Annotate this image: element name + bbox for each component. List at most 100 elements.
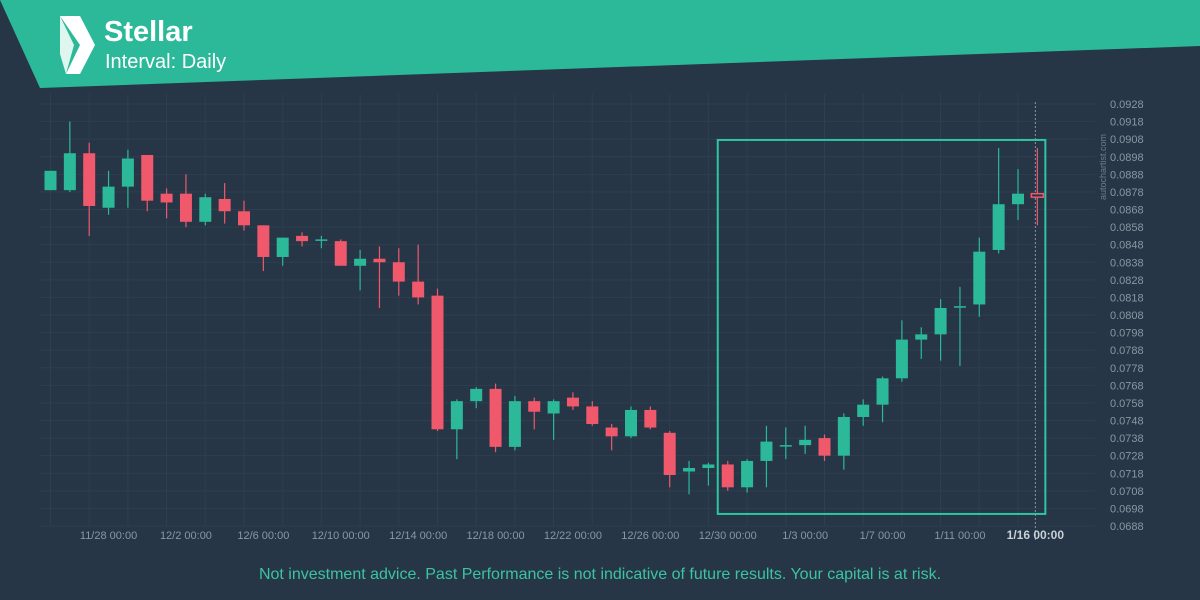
- candle-body: [1012, 193, 1024, 205]
- candle-bullish: [915, 327, 928, 359]
- candle-body: [315, 239, 328, 241]
- x-tick-label: 12/30 00:00: [699, 530, 757, 542]
- candle-bullish: [508, 395, 521, 451]
- candle-bullish: [876, 376, 889, 423]
- candle-bullish: [779, 427, 792, 460]
- candle-bearish: [644, 406, 657, 430]
- candle-bearish: [141, 154, 154, 212]
- candles: [44, 121, 1045, 495]
- candle-bearish: [83, 142, 96, 236]
- candle-bearish: [528, 397, 541, 430]
- candle-bearish: [218, 183, 231, 224]
- x-tick-label: 12/26 00:00: [621, 530, 679, 542]
- candle-body: [915, 334, 928, 340]
- x-tick-label: 12/14 00:00: [389, 530, 447, 542]
- candle-bearish: [373, 246, 386, 308]
- x-tick-label: 12/10 00:00: [312, 530, 370, 542]
- candle-body: [721, 464, 734, 488]
- pattern-layer: [716, 102, 1047, 540]
- candle-body: [779, 445, 792, 447]
- y-tick-label: 0.0688: [1110, 521, 1144, 533]
- y-tick-label: 0.0878: [1110, 187, 1144, 199]
- candle-bullish: [121, 149, 134, 208]
- candle-bullish: [702, 462, 715, 486]
- candle-body: [373, 258, 386, 263]
- y-tick-label: 0.0768: [1110, 380, 1144, 392]
- candle-bearish: [566, 392, 579, 410]
- disclaimer-text: Not investment advice. Past Performance …: [258, 566, 942, 583]
- candlestick-chart: 0.0928 0.0918 0.0908 0.0898 0.0888 0.0878 0.08…: [44, 99, 1144, 542]
- candle-body: [992, 204, 1005, 250]
- x-tick-label: 1/7 00:00: [860, 530, 906, 542]
- candle-bullish: [63, 121, 76, 192]
- candle-body: [489, 388, 502, 447]
- y-tick-label: 0.0698: [1110, 503, 1144, 515]
- candle-body: [296, 235, 309, 242]
- candle-bullish: [895, 320, 908, 382]
- candle-body: [412, 281, 425, 298]
- candle-bearish: [489, 383, 502, 453]
- candle-bullish: [992, 147, 1005, 254]
- candle-bullish: [354, 249, 367, 291]
- candle-bearish: [1030, 147, 1045, 226]
- candle-bearish: [296, 232, 309, 247]
- candle-bearish: [238, 200, 250, 231]
- candle-body: [238, 211, 250, 226]
- candle-body: [605, 427, 618, 437]
- candle-bullish: [953, 286, 966, 366]
- candle-body: [953, 306, 966, 308]
- candle-bullish: [470, 387, 483, 409]
- candle-body: [354, 258, 367, 266]
- candle-body: [179, 193, 192, 222]
- candle-body: [973, 251, 986, 305]
- candle-bullish: [683, 460, 696, 495]
- candle-body: [121, 158, 134, 187]
- candle-body: [663, 432, 676, 476]
- y-tick-label: 0.0808: [1110, 310, 1144, 322]
- candle-body: [857, 404, 870, 417]
- candle-body: [1030, 192, 1045, 198]
- x-tick-label: 12/22 00:00: [544, 530, 602, 542]
- y-tick-label: 0.0848: [1110, 240, 1144, 252]
- candle-body: [334, 241, 347, 266]
- candle-bearish: [605, 424, 618, 451]
- candle-bearish: [392, 248, 405, 296]
- y-tick-label: 0.0718: [1110, 468, 1144, 480]
- candle-body: [934, 307, 947, 335]
- candle-bullish: [315, 235, 328, 249]
- candle-body: [431, 295, 444, 430]
- y-tick-label: 0.0868: [1110, 205, 1144, 217]
- candle-bearish: [179, 174, 192, 228]
- y-tick-label: 0.0748: [1110, 416, 1144, 428]
- candle-body: [44, 170, 57, 191]
- candle-body: [218, 198, 231, 212]
- candle-body: [760, 441, 773, 461]
- candle-body: [702, 464, 715, 468]
- candle-bullish: [973, 237, 986, 317]
- y-tick-label: 0.0898: [1110, 152, 1144, 164]
- y-tick-label: 0.0858: [1110, 222, 1144, 234]
- candle-bullish: [741, 459, 754, 493]
- y-tick-label: 0.0918: [1110, 117, 1144, 129]
- y-tick-label: 0.0788: [1110, 345, 1144, 357]
- candle-body: [450, 401, 463, 430]
- candle-body: [586, 406, 599, 425]
- candle-body: [276, 237, 289, 257]
- candle-body: [392, 262, 405, 282]
- candle-bullish: [799, 425, 812, 454]
- candle-bullish: [1012, 169, 1024, 221]
- x-tick-label: 11/28 00:00: [80, 530, 137, 542]
- candle-bullish: [450, 399, 463, 460]
- candle-bullish: [199, 193, 212, 226]
- candle-body: [625, 409, 637, 437]
- candle-bearish: [412, 244, 425, 305]
- y-axis: 0.0928 0.0918 0.0908 0.0898 0.0888 0.0878 0.08…: [1110, 99, 1144, 533]
- candle-body: [644, 409, 657, 428]
- candle-bearish: [818, 434, 831, 461]
- candle-body: [199, 197, 212, 222]
- y-tick-label: 0.0888: [1110, 169, 1144, 181]
- candle-body: [876, 378, 889, 405]
- candle-body: [818, 438, 831, 456]
- y-tick-label: 0.0778: [1110, 363, 1144, 375]
- candle-bearish: [257, 225, 270, 272]
